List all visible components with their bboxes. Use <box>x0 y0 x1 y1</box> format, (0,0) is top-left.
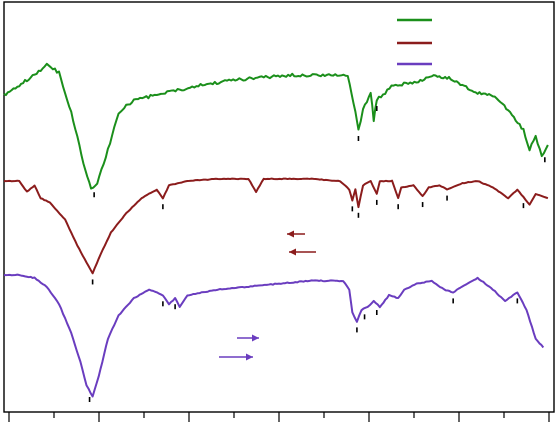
series-layer <box>3 62 549 398</box>
plot-frame <box>3 1 555 413</box>
legend <box>397 18 432 66</box>
series-line-top <box>3 62 549 190</box>
annotation-arrow <box>237 334 259 342</box>
annotation-arrows <box>219 230 316 361</box>
series-line-middle <box>3 177 549 275</box>
peak-markers <box>88 106 546 402</box>
x-axis-ticks <box>8 412 550 422</box>
annotation-arrow <box>287 230 305 238</box>
annotation-arrow <box>289 248 316 256</box>
series-line-bottom <box>3 273 545 398</box>
annotation-arrow <box>219 353 253 361</box>
